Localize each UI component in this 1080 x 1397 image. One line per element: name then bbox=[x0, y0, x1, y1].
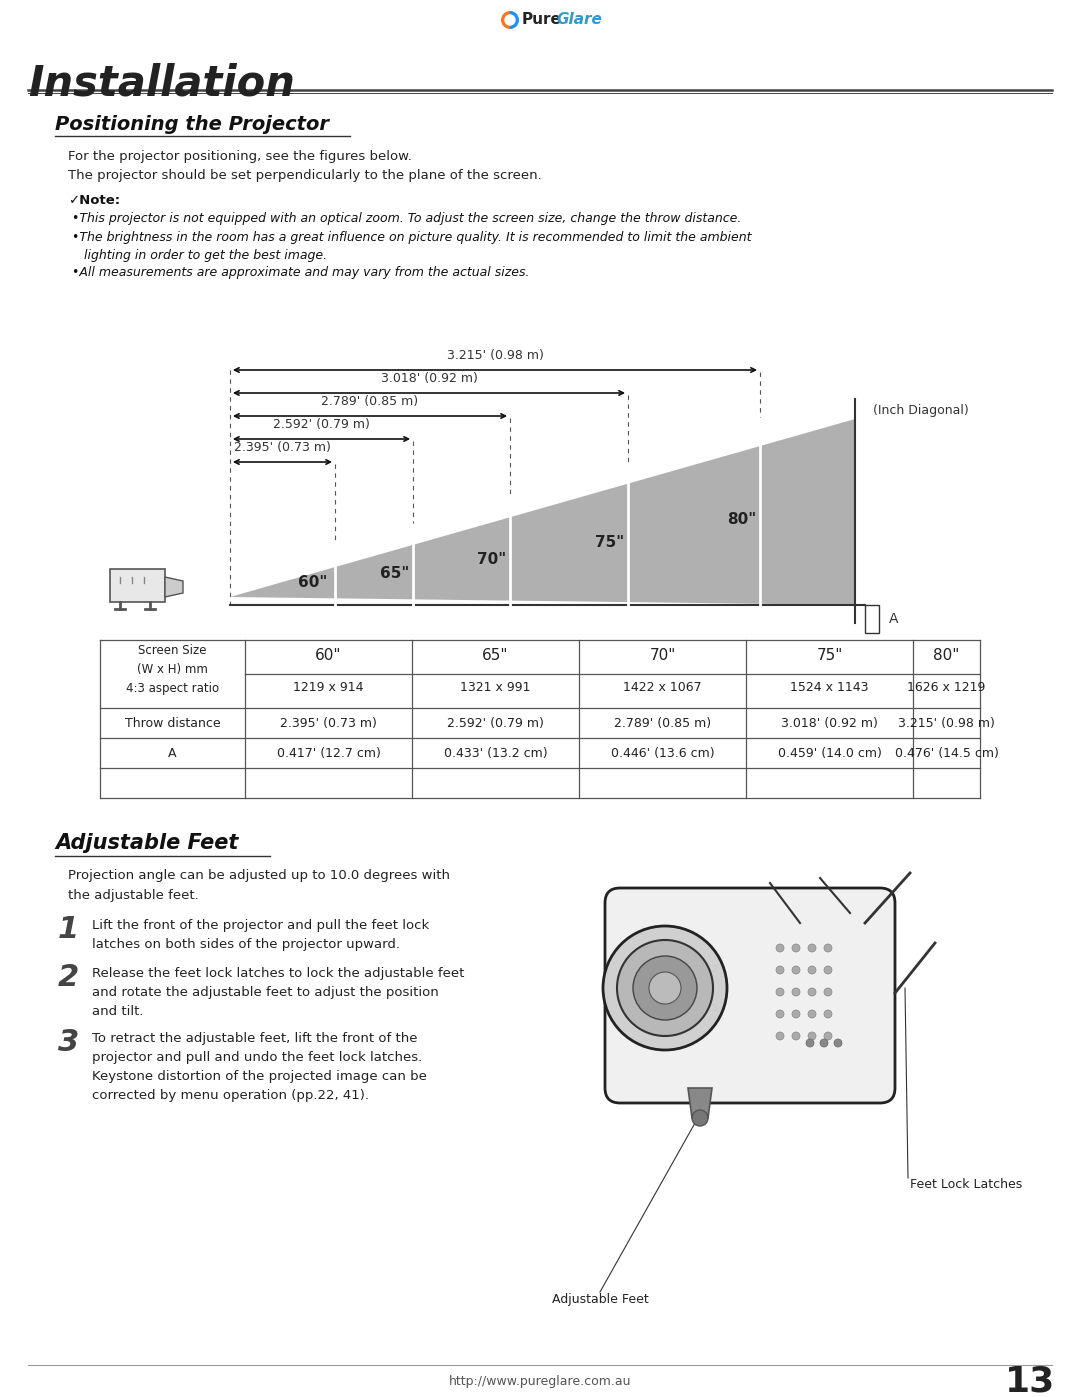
Text: (Inch Diagonal): (Inch Diagonal) bbox=[873, 404, 969, 416]
Text: 70": 70" bbox=[477, 552, 507, 567]
Text: Throw distance: Throw distance bbox=[124, 717, 220, 731]
Polygon shape bbox=[165, 577, 183, 597]
Text: 2.395' (0.73 m): 2.395' (0.73 m) bbox=[234, 441, 330, 454]
Text: Positioning the Projector: Positioning the Projector bbox=[55, 115, 329, 134]
Circle shape bbox=[649, 972, 681, 1004]
Text: 2.789' (0.85 m): 2.789' (0.85 m) bbox=[613, 717, 711, 731]
Text: A: A bbox=[889, 612, 899, 626]
Circle shape bbox=[824, 988, 832, 996]
Text: •This projector is not equipped with an optical zoom. To adjust the screen size,: •This projector is not equipped with an … bbox=[72, 212, 741, 225]
Text: 13: 13 bbox=[1004, 1365, 1055, 1397]
Circle shape bbox=[806, 1039, 814, 1046]
Text: Installation: Installation bbox=[28, 61, 295, 103]
Text: 1321 x 991: 1321 x 991 bbox=[460, 680, 530, 694]
Text: Projection angle can be adjusted up to 10.0 degrees with
the adjustable feet.: Projection angle can be adjusted up to 1… bbox=[68, 869, 450, 901]
Circle shape bbox=[692, 1111, 708, 1126]
Circle shape bbox=[633, 956, 697, 1020]
Text: Glare: Glare bbox=[556, 13, 602, 28]
Text: 70": 70" bbox=[649, 648, 676, 664]
Circle shape bbox=[824, 1010, 832, 1018]
Text: Feet Lock Latches: Feet Lock Latches bbox=[910, 1178, 1023, 1192]
Text: 1219 x 914: 1219 x 914 bbox=[294, 680, 364, 694]
Text: Lift the front of the projector and pull the feet lock
latches on both sides of : Lift the front of the projector and pull… bbox=[92, 919, 429, 951]
Circle shape bbox=[792, 1032, 800, 1039]
Text: 1524 x 1143: 1524 x 1143 bbox=[791, 680, 868, 694]
Text: http://www.pureglare.com.au: http://www.pureglare.com.au bbox=[449, 1375, 631, 1389]
Text: 3.018' (0.92 m): 3.018' (0.92 m) bbox=[380, 372, 477, 386]
Text: For the projector positioning, see the figures below.
The projector should be se: For the projector positioning, see the f… bbox=[68, 149, 542, 183]
Circle shape bbox=[824, 1032, 832, 1039]
Text: 2.592' (0.79 m): 2.592' (0.79 m) bbox=[273, 418, 370, 432]
Text: 1626 x 1219: 1626 x 1219 bbox=[907, 680, 986, 694]
Text: Adjustable Feet: Adjustable Feet bbox=[55, 833, 239, 854]
Polygon shape bbox=[688, 1088, 712, 1118]
Text: •The brightness in the room has a great influence on picture quality. It is reco: •The brightness in the room has a great … bbox=[72, 231, 752, 263]
Circle shape bbox=[808, 944, 816, 951]
Text: 2.395' (0.73 m): 2.395' (0.73 m) bbox=[280, 717, 377, 731]
Wedge shape bbox=[501, 11, 510, 29]
Text: 2: 2 bbox=[58, 963, 79, 992]
Circle shape bbox=[824, 965, 832, 974]
Circle shape bbox=[777, 1010, 784, 1018]
Text: 0.446' (13.6 cm): 0.446' (13.6 cm) bbox=[610, 747, 714, 760]
Circle shape bbox=[777, 944, 784, 951]
Circle shape bbox=[792, 944, 800, 951]
Text: 0.433' (13.2 cm): 0.433' (13.2 cm) bbox=[444, 747, 548, 760]
Circle shape bbox=[808, 965, 816, 974]
Text: 1: 1 bbox=[58, 915, 79, 944]
Text: To retract the adjustable feet, lift the front of the
projector and pull and und: To retract the adjustable feet, lift the… bbox=[92, 1032, 427, 1102]
Bar bbox=[865, 605, 879, 633]
Circle shape bbox=[808, 1010, 816, 1018]
Text: 0.417' (12.7 cm): 0.417' (12.7 cm) bbox=[276, 747, 380, 760]
Text: 60": 60" bbox=[298, 576, 327, 590]
Text: Release the feet lock latches to lock the adjustable feet
and rotate the adjusta: Release the feet lock latches to lock th… bbox=[92, 967, 464, 1018]
Text: 65": 65" bbox=[483, 648, 509, 664]
Circle shape bbox=[834, 1039, 842, 1046]
Text: 3.215' (0.98 m): 3.215' (0.98 m) bbox=[899, 717, 995, 731]
Polygon shape bbox=[230, 419, 855, 605]
Circle shape bbox=[777, 988, 784, 996]
Text: 2.789' (0.85 m): 2.789' (0.85 m) bbox=[322, 395, 419, 408]
Circle shape bbox=[617, 940, 713, 1037]
Text: 3.215' (0.98 m): 3.215' (0.98 m) bbox=[446, 349, 543, 362]
Text: Pure: Pure bbox=[522, 13, 562, 28]
Circle shape bbox=[792, 1010, 800, 1018]
Text: 75": 75" bbox=[595, 535, 624, 550]
Text: 0.459' (14.0 cm): 0.459' (14.0 cm) bbox=[778, 747, 881, 760]
Circle shape bbox=[505, 15, 515, 25]
Circle shape bbox=[603, 926, 727, 1051]
Text: 3.018' (0.92 m): 3.018' (0.92 m) bbox=[781, 717, 878, 731]
Text: Adjustable Feet: Adjustable Feet bbox=[552, 1294, 648, 1306]
FancyBboxPatch shape bbox=[605, 888, 895, 1104]
Text: 80": 80" bbox=[727, 513, 757, 528]
Circle shape bbox=[792, 965, 800, 974]
Text: 0.476' (14.5 cm): 0.476' (14.5 cm) bbox=[894, 747, 998, 760]
Text: ✓Note:: ✓Note: bbox=[68, 194, 120, 207]
Text: •All measurements are approximate and may vary from the actual sizes.: •All measurements are approximate and ma… bbox=[72, 265, 529, 279]
Circle shape bbox=[777, 965, 784, 974]
Text: 65": 65" bbox=[380, 566, 409, 581]
Wedge shape bbox=[510, 11, 519, 29]
Text: 1422 x 1067: 1422 x 1067 bbox=[623, 680, 702, 694]
Circle shape bbox=[820, 1039, 828, 1046]
Circle shape bbox=[777, 1032, 784, 1039]
Text: 3: 3 bbox=[58, 1028, 79, 1058]
Text: 2.592' (0.79 m): 2.592' (0.79 m) bbox=[447, 717, 544, 731]
Polygon shape bbox=[110, 569, 165, 602]
Text: 80": 80" bbox=[933, 648, 960, 664]
Text: 60": 60" bbox=[315, 648, 341, 664]
Circle shape bbox=[824, 944, 832, 951]
Circle shape bbox=[792, 988, 800, 996]
Text: A: A bbox=[168, 747, 177, 760]
Text: Screen Size
(W x H) mm
4:3 aspect ratio: Screen Size (W x H) mm 4:3 aspect ratio bbox=[126, 644, 219, 694]
Circle shape bbox=[808, 988, 816, 996]
Text: 75": 75" bbox=[816, 648, 842, 664]
Circle shape bbox=[808, 1032, 816, 1039]
